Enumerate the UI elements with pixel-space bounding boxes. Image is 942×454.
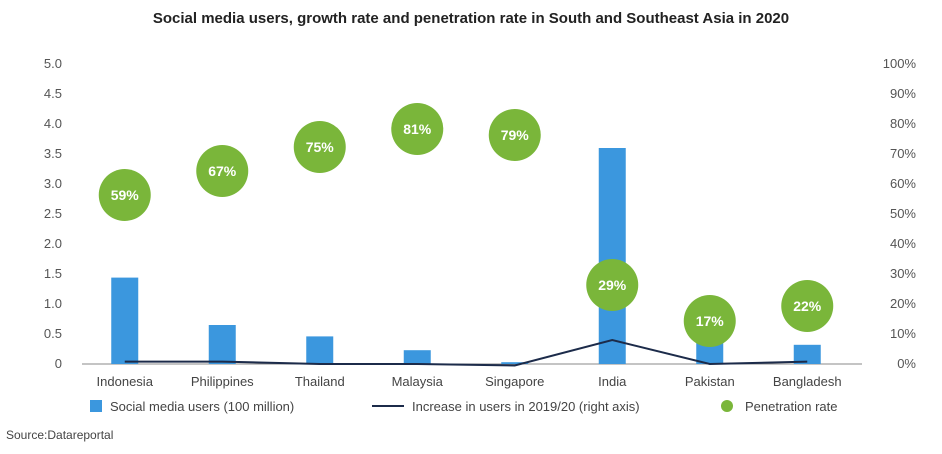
left-tick-label: 2.5 [44,206,62,221]
right-tick-label: 90% [890,86,916,101]
bar [403,350,431,364]
right-tick-label: 100% [883,56,917,71]
category-label: India [598,374,627,389]
penetration-label: 79% [501,127,530,143]
penetration-label: 81% [403,121,432,137]
bar [501,362,529,364]
right-axis: 0% 10% 20% 30% 40% 50% 60% 70% 80% 90% 100% [883,56,917,371]
penetration-label: 59% [111,187,140,203]
category-label: Thailand [295,374,345,389]
right-tick-label: 80% [890,116,916,131]
right-tick-label: 0% [897,356,916,371]
category-label: Bangladesh [773,374,842,389]
legend-swatch-dots [721,400,733,412]
penetration-label: 29% [598,277,627,293]
penetration-dot [683,295,736,347]
right-tick-label: 50% [890,206,916,221]
penetration-label: 17% [696,313,725,329]
left-tick-label: 3.0 [44,176,62,191]
legend-label-dots: Penetration rate [745,399,838,414]
penetration-dot [781,280,834,332]
left-tick-label: 5.0 [44,56,62,71]
penetration-dot [98,169,151,221]
left-tick-label: 4.5 [44,86,62,101]
category-label: Malaysia [392,374,444,389]
left-tick-label: 1.0 [44,296,62,311]
category-label: Philippines [191,374,254,389]
left-tick-label: 1.5 [44,266,62,281]
bar [598,148,626,364]
increase-line [124,338,808,367]
category-label: Pakistan [685,374,735,389]
left-axis: 0 0.5 1.0 1.5 2.0 2.5 3.0 3.5 4.0 4.5 5.0 [44,56,862,371]
bar [111,277,139,364]
left-tick-label: 3.5 [44,146,62,161]
right-tick-label: 70% [890,146,916,161]
legend-label-bars: Social media users (100 million) [110,399,294,414]
category-label: Singapore [485,374,544,389]
penetration-series: 59% 67% 75% 81% 79% 29% 17% 22% [98,103,834,347]
left-tick-label: 4.0 [44,116,62,131]
legend-swatch-bars [90,400,102,412]
penetration-label: 75% [306,139,335,155]
penetration-dot [293,121,346,173]
penetration-label: 22% [793,298,822,314]
legend: Social media users (100 million) Increase… [90,399,838,414]
bar [208,325,236,364]
penetration-dot [488,109,541,161]
bar [793,344,821,364]
bar-series [111,148,821,364]
left-tick-label: 0 [55,356,62,371]
source-note: Source:Datareportal [6,428,114,442]
penetration-label: 67% [208,163,237,179]
right-tick-label: 10% [890,326,916,341]
category-label: Indonesia [97,374,154,389]
left-tick-label: 2.0 [44,236,62,251]
chart-title: Social media users, growth rate and pene… [152,10,790,27]
left-tick-label: 0.5 [44,326,62,341]
bar [696,341,724,364]
line-series [124,338,808,367]
legend-label-line: Increase in users in 2019/20 (right axis… [412,399,640,414]
right-tick-label: 20% [890,296,916,311]
penetration-dot [391,103,444,155]
right-tick-label: 40% [890,236,916,251]
penetration-dot [586,259,639,311]
penetration-dot [196,145,249,197]
right-tick-label: 60% [890,176,916,191]
category-labels: Indonesia Philippines Thailand Malaysia Sing… [97,374,842,389]
right-tick-label: 30% [890,266,916,281]
bar [306,336,334,364]
